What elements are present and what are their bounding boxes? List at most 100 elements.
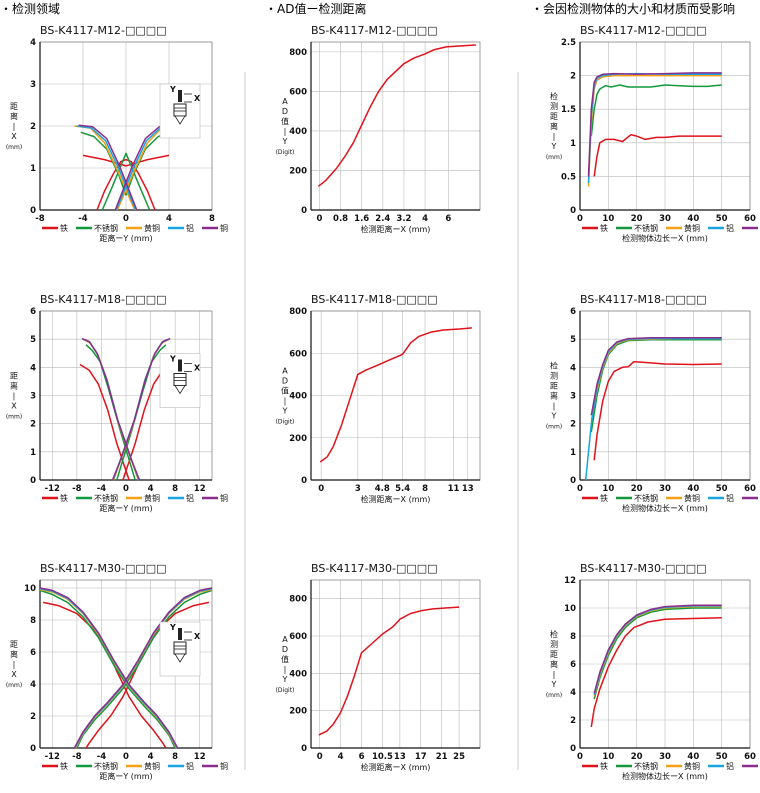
y-tick-label: 600 (289, 87, 307, 97)
plot-frame (310, 579, 481, 749)
series-line-不锈钢 (101, 152, 151, 211)
y-axis-label: X (11, 402, 17, 411)
y-axis-label: | (13, 660, 16, 669)
x-tick-label: 0 (577, 484, 583, 494)
legend-label: 黄铜 (684, 493, 700, 503)
legend-label: 铝 (726, 493, 734, 503)
y-axis-label: | (13, 392, 16, 401)
x-tick-label: 0.8 (333, 214, 348, 224)
y-tick-label: 2.5 (561, 38, 576, 48)
x-tick-label: 6 (359, 752, 365, 762)
y-tick-label: 2 (30, 420, 36, 430)
x-axis-label: 距离ーY (mm) (99, 771, 152, 781)
y-tick-label: 4 (30, 363, 36, 373)
legend-label: 铜 (220, 761, 228, 771)
legend-label: 不锈钢 (94, 493, 118, 503)
x-tick-label: 0 (317, 752, 323, 762)
y-axis-label: (mm) (6, 414, 22, 421)
y-axis-label: Y (282, 407, 288, 416)
y-axis-label: 距 (10, 640, 18, 649)
y-tick-label: 400 (289, 669, 307, 679)
x-tick-label: 0 (577, 752, 583, 762)
x-tick-label: -8 (72, 752, 82, 762)
x-axis-label: 检测距离ーX (mm) (361, 762, 431, 772)
x-tick-label: 4 (422, 214, 428, 224)
series-line-不锈钢 (85, 344, 136, 481)
series-line-铝 (76, 125, 137, 211)
series-line-不锈钢 (590, 338, 722, 433)
x-tick-label: 4 (338, 752, 344, 762)
y-tick-label: 1 (570, 448, 576, 458)
legend-label: 铁 (60, 761, 68, 771)
y-tick-label: 1.5 (561, 105, 576, 115)
sensor-icon: YX (159, 83, 201, 139)
series-line-铁 (79, 363, 130, 481)
legend-label: 铝 (726, 223, 734, 233)
y-tick-label: 0 (301, 476, 307, 486)
sensor-icon-x-label: X (194, 94, 201, 103)
series-line-铜 (590, 337, 722, 416)
x-tick-label: 4 (148, 752, 154, 762)
y-tick-label: 6 (570, 660, 576, 670)
series-line-铝 (593, 605, 722, 695)
series-line-铜 (81, 337, 141, 481)
x-tick-label: 30 (659, 214, 671, 224)
legend-label: 铜 (220, 493, 228, 503)
plot-frame (310, 41, 481, 211)
x-tick-label: 1.6 (354, 214, 369, 224)
y-axis-label: 离 (550, 659, 558, 669)
x-tick-label: 20 (631, 484, 643, 494)
legend-label: 黄铜 (144, 761, 160, 771)
x-tick-label: -12 (45, 484, 60, 494)
series-line-铁 (85, 601, 210, 749)
y-axis-label: | (553, 402, 556, 411)
series-line-铁 (319, 327, 472, 463)
series-line-铜 (39, 587, 179, 749)
y-tick-label: 2 (30, 712, 36, 722)
chart-6: BS-K4117-M18-□□□□ 0 10 20 30 40 50 60 0 1 2 3 4 5 6 检测距… (546, 293, 758, 513)
y-tick-label: 1 (30, 164, 36, 174)
series-line-不锈钢 (590, 84, 722, 137)
series-line-铁 (593, 360, 722, 461)
x-tick-label: 13 (394, 752, 406, 762)
y-axis-label: Y (551, 680, 557, 689)
y-tick-label: 0 (570, 206, 576, 216)
chart-title: BS-K4117-M18-□□□□ (311, 293, 438, 306)
y-tick-label: 1 (30, 448, 36, 458)
y-tick-label: 3 (570, 392, 576, 402)
series-line-铁 (318, 606, 460, 736)
y-axis-label: 值 (281, 386, 289, 396)
y-axis-label: D (282, 107, 288, 116)
y-axis-label: 离 (10, 381, 18, 391)
y-axis-label: X (11, 670, 17, 679)
x-tick-label: 20 (631, 214, 643, 224)
series-line-铁 (317, 44, 476, 187)
y-axis-label: | (13, 122, 16, 131)
y-axis-label: Y (282, 675, 288, 684)
y-tick-label: 200 (289, 707, 307, 717)
x-tick-label: 0 (577, 214, 583, 224)
x-tick-label: 4 (148, 484, 154, 494)
y-axis-label: 距 (550, 112, 558, 121)
legend-label: 黄铜 (144, 223, 160, 233)
x-tick-label: 50 (716, 214, 728, 224)
x-tick-label: 10.5 (372, 752, 393, 762)
x-tick-label: 12 (194, 484, 206, 494)
y-axis-label: 距 (10, 102, 18, 111)
x-tick-label: 40 (687, 484, 699, 494)
x-tick-label: 10 (602, 484, 614, 494)
legend-label: 铝 (186, 761, 194, 771)
x-tick-label: 60 (744, 214, 756, 224)
y-axis-label: (mm) (546, 692, 562, 699)
y-tick-label: 4 (30, 38, 36, 48)
y-tick-label: 4 (30, 680, 36, 690)
y-axis-label: 测 (550, 372, 558, 381)
sensor-icon-target (178, 359, 182, 372)
x-tick-label: 21 (436, 752, 448, 762)
y-axis-label: (Digit) (276, 419, 295, 426)
series-line-不锈钢 (593, 607, 722, 700)
x-tick-label: 5.4 (395, 484, 410, 494)
chart-5: BS-K4117-M18-□□□□ 0 3 4.8 5.4 8 11 13 0 200 400 600… (276, 293, 481, 504)
series-line-铁 (590, 617, 722, 728)
